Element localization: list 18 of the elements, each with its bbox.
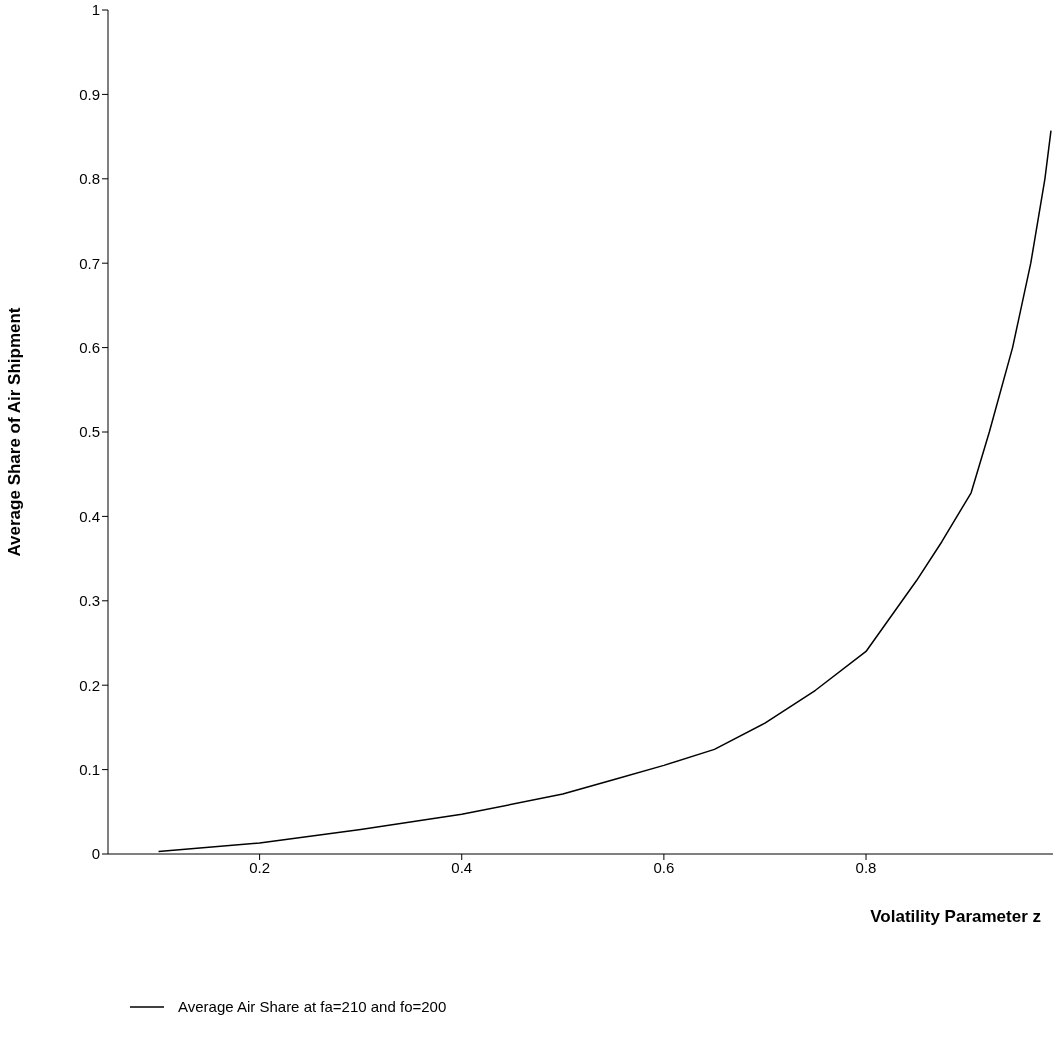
- x-tick-label: 0.4: [451, 858, 473, 876]
- y-tick-label: 0.9: [79, 85, 100, 103]
- x-tick-label: 0.2: [249, 858, 271, 876]
- y-tick-label: 0: [91, 845, 100, 863]
- legend-label: Average Air Share at fa=210 and fo=200: [178, 998, 447, 1015]
- y-tick-label: 0.1: [79, 760, 100, 778]
- y-tick-label: 0.3: [79, 592, 100, 610]
- y-tick-label: 0.6: [79, 338, 100, 356]
- x-axis-title: Volatility Parameter z: [870, 907, 1041, 926]
- y-tick-label: 0.4: [79, 507, 100, 525]
- y-axis-title: Average Share of Air Shipment: [5, 307, 25, 557]
- x-tick-label: 0.6: [653, 858, 675, 876]
- y-tick-label: 0.2: [79, 676, 100, 694]
- y-tick-label: 0.8: [79, 170, 100, 188]
- y-tick-label: 1: [91, 1, 100, 19]
- y-tick-label: 0.5: [79, 423, 100, 441]
- x-tick-label: 0.8: [855, 858, 877, 876]
- y-tick-label: 0.7: [79, 254, 100, 272]
